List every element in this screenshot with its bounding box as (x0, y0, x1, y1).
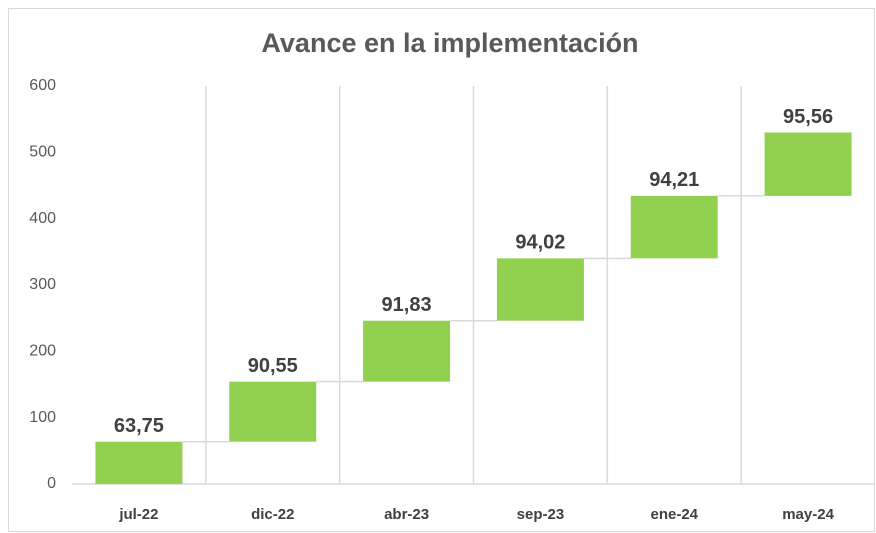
chart-title: Avance en la implementación (261, 28, 638, 58)
y-tick-label: 0 (47, 475, 56, 492)
y-tick-label: 400 (29, 210, 56, 227)
x-tick-label: sep-23 (517, 506, 565, 523)
x-tick-label: abr-23 (384, 506, 429, 523)
y-tick-label: 600 (29, 77, 56, 94)
bar (630, 195, 718, 259)
value-label: 63,75 (114, 415, 164, 437)
bar (229, 381, 317, 442)
value-label: 94,02 (515, 232, 565, 254)
x-tick-label: dic-22 (251, 506, 294, 523)
bar (764, 132, 852, 196)
y-tick-label: 300 (29, 276, 56, 293)
value-label: 91,83 (382, 294, 432, 316)
bar (363, 320, 451, 382)
x-tick-label: ene-24 (650, 506, 698, 523)
y-tick-label: 100 (29, 409, 56, 426)
y-tick-label: 500 (29, 144, 56, 161)
bar (95, 441, 183, 484)
value-label: 94,21 (649, 169, 699, 191)
bar (496, 258, 584, 321)
value-label: 95,56 (783, 106, 833, 128)
y-tick-label: 200 (29, 343, 56, 360)
x-tick-label: may-24 (782, 506, 834, 523)
x-tick-label: jul-22 (118, 506, 158, 523)
value-label: 90,55 (248, 355, 298, 377)
